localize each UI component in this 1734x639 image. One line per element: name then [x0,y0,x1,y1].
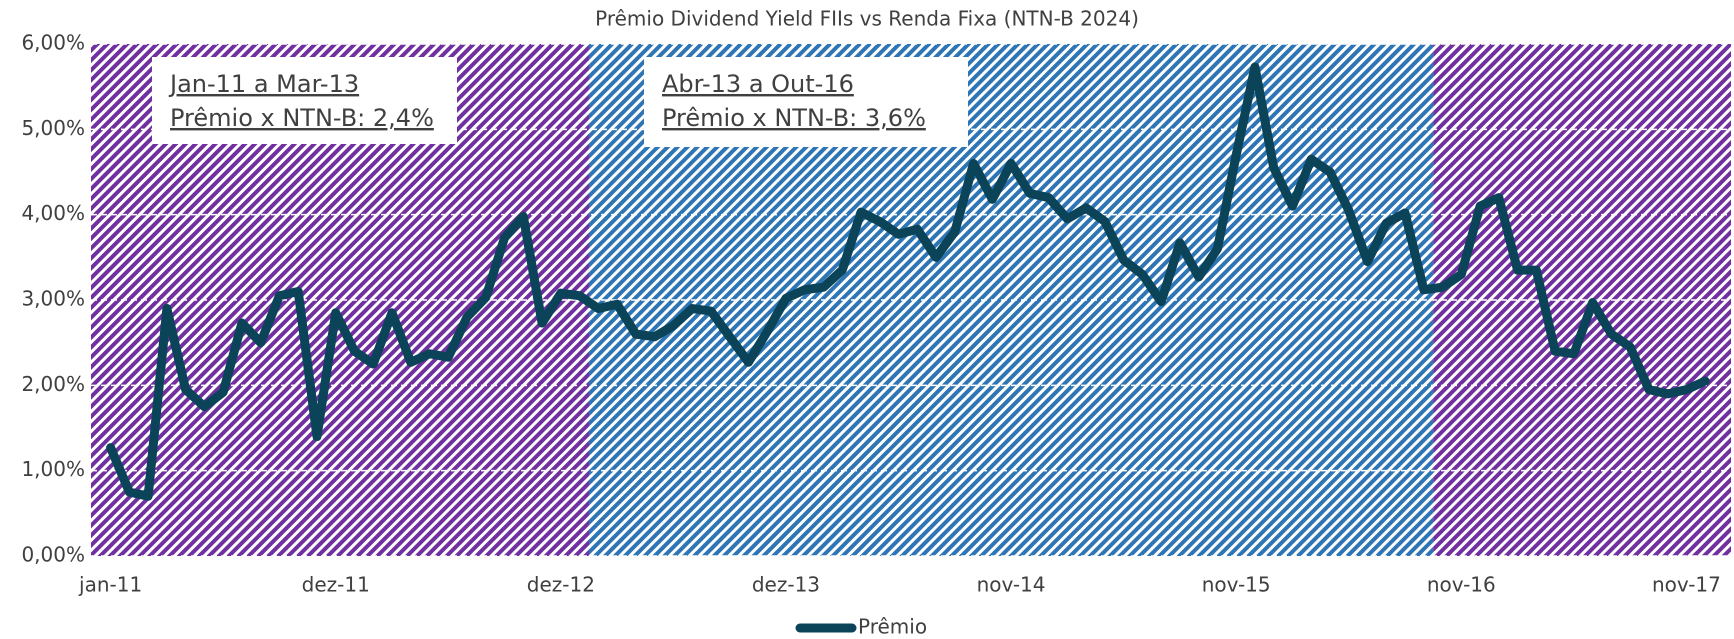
annotation-text: Prêmio x NTN-B: 3,6% [662,104,926,132]
x-tick-label: dez-12 [527,573,595,597]
x-tick-label: nov-15 [1202,573,1271,597]
annotation-text: Prêmio x NTN-B: 2,4% [170,104,434,132]
y-tick-label: 6,00% [21,31,85,55]
annotation-box [152,57,457,144]
y-tick-label: 0,00% [21,543,85,567]
x-tick-label: dez-13 [752,573,820,597]
y-tick-label: 5,00% [21,116,85,140]
y-tick-label: 2,00% [21,372,85,396]
annotation-text: Abr-13 a Out-16 [662,70,854,98]
legend-label: Prêmio [858,615,927,639]
y-tick-label: 4,00% [21,201,85,225]
annotation-box [644,57,968,147]
data-line [106,62,1710,501]
annotation-text: Jan-11 a Mar-13 [168,70,359,98]
x-tick-label: nov-17 [1652,573,1721,597]
chart-title: Prêmio Dividend Yield FIIs vs Renda Fixa… [595,7,1139,31]
x-tick-label: dez-11 [302,573,370,597]
y-tick-label: 1,00% [21,457,85,481]
x-tick-label: nov-16 [1427,573,1496,597]
x-tick-label: nov-14 [977,573,1046,597]
y-tick-label: 3,00% [21,287,85,311]
x-tick-label: jan-11 [78,573,142,597]
